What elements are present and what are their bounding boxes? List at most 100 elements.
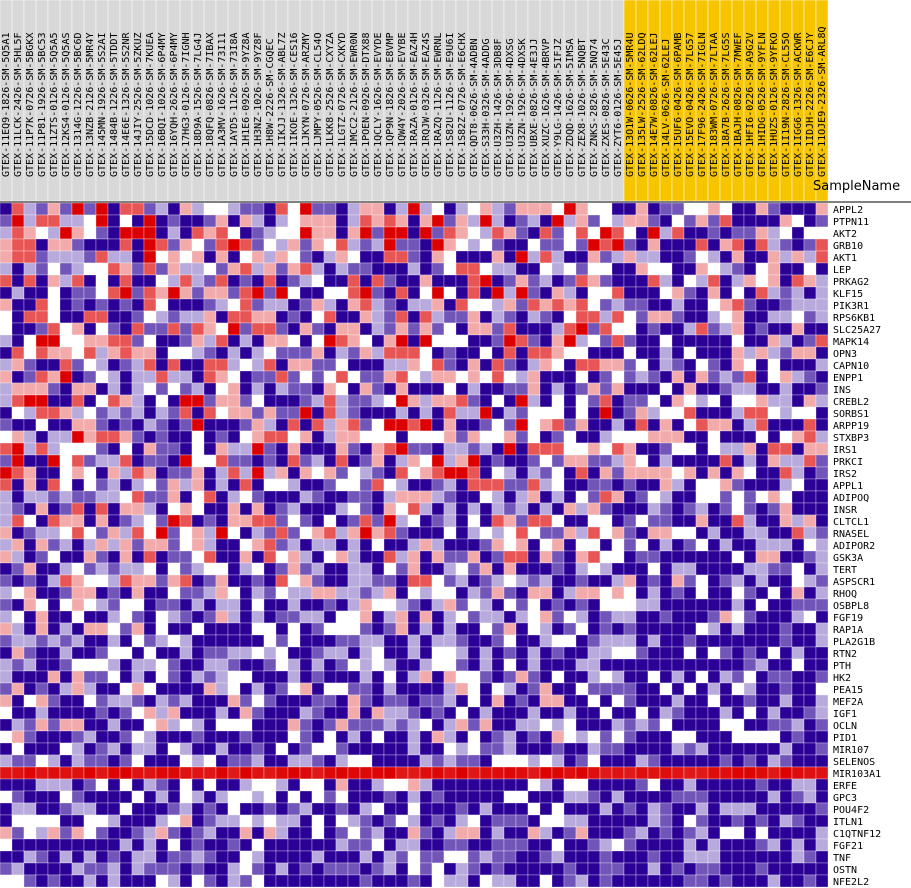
heatmap-cell bbox=[83, 862, 97, 876]
row-label: PID1 bbox=[833, 733, 857, 744]
heatmap-cell bbox=[275, 766, 289, 780]
heatmap-cell bbox=[299, 658, 313, 672]
heatmap-cell bbox=[683, 418, 697, 432]
heatmap-cell bbox=[755, 694, 769, 708]
heatmap-cell bbox=[803, 634, 817, 648]
heatmap-cell bbox=[767, 790, 781, 804]
heatmap-cell bbox=[131, 358, 145, 372]
heatmap-cell bbox=[287, 862, 301, 876]
heatmap-cell bbox=[215, 406, 229, 420]
heatmap-cell bbox=[71, 874, 85, 888]
heatmap-cell bbox=[743, 238, 757, 252]
heatmap-cell bbox=[611, 370, 625, 384]
heatmap-cell bbox=[155, 286, 169, 300]
heatmap-cell bbox=[491, 334, 505, 348]
heatmap-cell bbox=[23, 418, 37, 432]
heatmap-cell bbox=[35, 670, 49, 684]
heatmap-cell bbox=[251, 586, 265, 600]
heatmap-cell bbox=[599, 382, 613, 396]
heatmap-cell bbox=[131, 454, 145, 468]
heatmap-cell bbox=[815, 490, 829, 504]
column-label: GTEX-11P7K-0726-SM-5BGKX bbox=[25, 33, 36, 178]
heatmap-cell bbox=[803, 274, 817, 288]
heatmap-cell bbox=[731, 562, 745, 576]
heatmap-cell bbox=[11, 754, 25, 768]
heatmap-cell bbox=[311, 790, 325, 804]
heatmap-cell bbox=[95, 202, 109, 216]
heatmap-cell bbox=[263, 418, 277, 432]
heatmap-cell bbox=[35, 226, 49, 240]
column-label: GTEX-18A7B-2626-SM-7LG5S bbox=[721, 33, 732, 178]
heatmap-cell bbox=[563, 310, 577, 324]
heatmap-cell bbox=[647, 358, 661, 372]
heatmap-cell bbox=[671, 574, 685, 588]
heatmap-cell bbox=[239, 682, 253, 696]
heatmap-cell bbox=[167, 346, 181, 360]
heatmap-cell bbox=[215, 682, 229, 696]
heatmap-cell bbox=[491, 754, 505, 768]
heatmap-cell bbox=[539, 634, 553, 648]
heatmap-cell bbox=[23, 682, 37, 696]
heatmap-cell bbox=[647, 406, 661, 420]
heatmap-cell bbox=[695, 226, 709, 240]
heatmap-cell bbox=[191, 382, 205, 396]
heatmap-cell bbox=[815, 610, 829, 624]
heatmap-cell bbox=[155, 766, 169, 780]
heatmap-cell bbox=[71, 574, 85, 588]
heatmap-cell bbox=[407, 694, 421, 708]
heatmap-cell bbox=[299, 370, 313, 384]
heatmap-cell bbox=[479, 742, 493, 756]
heatmap-cell bbox=[587, 826, 601, 840]
heatmap-cell bbox=[131, 742, 145, 756]
heatmap-cell bbox=[803, 238, 817, 252]
row-label: TNF bbox=[833, 853, 851, 864]
heatmap-cell bbox=[323, 814, 337, 828]
heatmap-cell bbox=[623, 262, 637, 276]
heatmap-cell bbox=[479, 586, 493, 600]
heatmap-cell bbox=[407, 226, 421, 240]
heatmap-cell bbox=[755, 706, 769, 720]
heatmap-cell bbox=[455, 358, 469, 372]
heatmap-cell bbox=[779, 730, 793, 744]
heatmap-cell bbox=[119, 718, 133, 732]
heatmap-cell bbox=[179, 490, 193, 504]
heatmap-cell bbox=[599, 514, 613, 528]
heatmap-cell bbox=[659, 550, 673, 564]
heatmap-cell bbox=[467, 514, 481, 528]
heatmap-cell bbox=[35, 286, 49, 300]
heatmap-cell bbox=[95, 226, 109, 240]
heatmap-cell bbox=[59, 754, 73, 768]
heatmap-cell bbox=[479, 790, 493, 804]
heatmap-cell bbox=[215, 814, 229, 828]
heatmap-cell bbox=[443, 430, 457, 444]
heatmap-cell bbox=[191, 442, 205, 456]
heatmap-cell bbox=[539, 598, 553, 612]
heatmap-cell bbox=[527, 766, 541, 780]
heatmap-cell bbox=[11, 826, 25, 840]
heatmap-cell bbox=[647, 730, 661, 744]
heatmap-cell bbox=[623, 382, 637, 396]
heatmap-cell bbox=[239, 346, 253, 360]
row-label: PTH bbox=[833, 661, 851, 672]
heatmap-cell bbox=[191, 862, 205, 876]
heatmap-cell bbox=[683, 562, 697, 576]
heatmap-cell bbox=[479, 730, 493, 744]
heatmap-cell bbox=[251, 346, 265, 360]
heatmap-cell bbox=[287, 574, 301, 588]
heatmap-cell bbox=[767, 814, 781, 828]
heatmap-cell bbox=[347, 478, 361, 492]
heatmap-cell bbox=[83, 538, 97, 552]
heatmap-cell bbox=[587, 742, 601, 756]
heatmap-cell bbox=[251, 262, 265, 276]
heatmap-cell bbox=[395, 670, 409, 684]
heatmap-cell bbox=[443, 790, 457, 804]
heatmap-cell bbox=[635, 238, 649, 252]
heatmap-cell bbox=[155, 250, 169, 264]
heatmap-cell bbox=[275, 466, 289, 480]
heatmap-cell bbox=[167, 646, 181, 660]
heatmap-cell bbox=[767, 730, 781, 744]
heatmap-cell bbox=[731, 274, 745, 288]
heatmap-cell bbox=[623, 586, 637, 600]
heatmap-cell bbox=[287, 430, 301, 444]
heatmap-cell bbox=[95, 622, 109, 636]
